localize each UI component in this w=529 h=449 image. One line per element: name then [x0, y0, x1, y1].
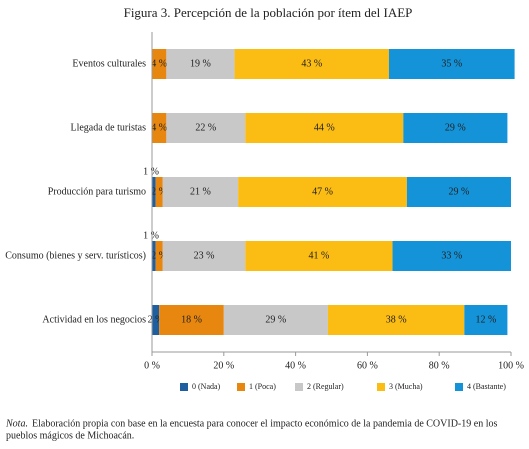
y-tick-label: Eventos culturales: [72, 58, 146, 69]
data-label: 4 %: [151, 122, 167, 133]
note-label: Nota.: [5, 418, 28, 429]
data-label: 12 %: [475, 314, 496, 325]
x-tick-label: 0 %: [144, 360, 160, 371]
chart-title: Figura 3. Percepción de la población por…: [124, 5, 413, 20]
legend-swatch: [377, 383, 385, 391]
legend-swatch: [237, 383, 245, 391]
bar-segment: [223, 305, 328, 335]
data-label: 35 %: [441, 58, 462, 69]
bar-segment: [245, 241, 393, 271]
bar-segment: [327, 305, 465, 335]
data-label: 21 %: [190, 186, 211, 197]
legend-label: 1 (Poca): [249, 382, 276, 391]
data-label: 2 %: [148, 314, 164, 325]
bar-segment: [388, 49, 515, 79]
legend-label: 4 (Bastante): [467, 382, 506, 391]
bar-segment: [245, 113, 404, 143]
legend-swatch: [455, 383, 463, 391]
bar-segment: [166, 49, 235, 79]
y-tick-label: Actividad en los negocios: [42, 314, 146, 325]
data-label: 1 %: [143, 166, 159, 177]
bar-segment: [159, 305, 224, 335]
legend-swatch: [180, 383, 188, 391]
data-label: 44 %: [314, 122, 335, 133]
data-label: 41 %: [309, 250, 330, 261]
data-label: 22 %: [195, 122, 216, 133]
data-label: 23 %: [194, 250, 215, 261]
note: pueblos mágicos de Michoacán.: [6, 430, 134, 441]
bar-segment: [152, 177, 156, 207]
y-tick-label: Producción para turismo: [48, 186, 146, 197]
bar-segment: [162, 177, 239, 207]
bar-segment: [152, 241, 156, 271]
data-label: 29 %: [449, 186, 470, 197]
data-label: 4 %: [151, 58, 167, 69]
data-label: 1 %: [143, 230, 159, 241]
x-tick-label: 20 %: [213, 360, 234, 371]
x-tick-label: 40 %: [285, 360, 306, 371]
x-tick-label: 100 %: [498, 360, 524, 371]
data-label: 18 %: [181, 314, 202, 325]
data-label: 2 %: [151, 186, 167, 197]
data-label: 19 %: [190, 58, 211, 69]
bar-segment: [403, 113, 508, 143]
y-tick-label: Llegada de turistas: [70, 122, 146, 133]
bar-segment: [152, 49, 167, 79]
legend-label: 3 (Mucha): [389, 382, 423, 391]
bar-segment: [162, 241, 246, 271]
bar-segment: [406, 177, 511, 207]
data-label: 43 %: [301, 58, 322, 69]
data-label: 47 %: [312, 186, 333, 197]
data-label: 33 %: [441, 250, 462, 261]
bar-segment: [155, 177, 163, 207]
data-label: 38 %: [386, 314, 407, 325]
x-tick-label: 80 %: [429, 360, 450, 371]
bar-segment: [152, 305, 160, 335]
data-label: 2 %: [151, 250, 167, 261]
bar-segment: [464, 305, 508, 335]
bar-segment: [152, 113, 167, 143]
y-tick-label: Consumo (bienes y serv. turísticos): [5, 250, 146, 261]
data-label: 29 %: [265, 314, 286, 325]
bar-segment: [155, 241, 163, 271]
bar-segment: [166, 113, 246, 143]
data-label: 29 %: [445, 122, 466, 133]
bar-segment: [234, 49, 389, 79]
bar-segment: [238, 177, 407, 207]
legend-label: 2 (Regular): [307, 382, 344, 391]
note: Elaboración propia con base en la encues…: [32, 418, 497, 429]
x-tick-label: 60 %: [357, 360, 378, 371]
legend-label: 0 (Nada): [192, 382, 221, 391]
legend-swatch: [295, 383, 303, 391]
bar-segment: [392, 241, 511, 271]
